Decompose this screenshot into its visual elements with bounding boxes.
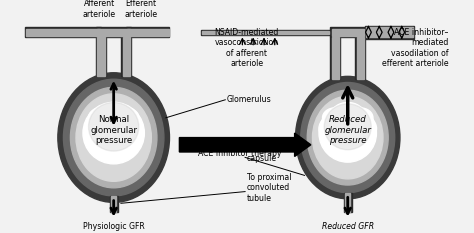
Ellipse shape: [324, 104, 371, 150]
Ellipse shape: [85, 114, 121, 143]
Bar: [202, 31, 329, 34]
Bar: [111, 196, 117, 212]
Bar: [96, 27, 131, 37]
Bar: [98, 29, 130, 36]
Ellipse shape: [94, 121, 134, 154]
Bar: [121, 37, 131, 76]
Bar: [201, 30, 330, 35]
Text: Normal
glomerular
pressure: Normal glomerular pressure: [90, 116, 137, 145]
Bar: [331, 37, 339, 79]
Ellipse shape: [340, 114, 376, 143]
Bar: [98, 37, 105, 75]
Text: NSAID-mediated
vasoconstriction
of afferent
arteriole: NSAID-mediated vasoconstriction of affer…: [215, 28, 279, 68]
Ellipse shape: [328, 121, 367, 154]
Bar: [330, 27, 365, 37]
Bar: [126, 27, 170, 37]
Ellipse shape: [295, 76, 400, 199]
Ellipse shape: [114, 108, 139, 128]
Ellipse shape: [319, 104, 376, 162]
Bar: [357, 37, 364, 79]
Bar: [330, 37, 340, 79]
Ellipse shape: [107, 114, 143, 143]
Ellipse shape: [98, 103, 130, 126]
Bar: [109, 196, 118, 212]
Ellipse shape: [348, 108, 373, 128]
Ellipse shape: [322, 108, 348, 128]
Ellipse shape: [89, 103, 139, 151]
Ellipse shape: [301, 82, 395, 193]
Ellipse shape: [58, 73, 170, 202]
Text: Reduced GFR: Reduced GFR: [322, 222, 374, 231]
Text: Afferent
arteriole: Afferent arteriole: [82, 0, 116, 19]
Text: Efferent
arteriole: Efferent arteriole: [124, 0, 157, 19]
Text: Reduced
glomerular
pressure: Reduced glomerular pressure: [324, 116, 371, 145]
Bar: [127, 29, 169, 36]
Bar: [366, 27, 413, 37]
Bar: [344, 193, 352, 212]
Ellipse shape: [83, 102, 145, 164]
Bar: [345, 193, 350, 212]
Ellipse shape: [319, 114, 355, 143]
Ellipse shape: [76, 94, 151, 181]
Text: Combined NSAID and
ACE inhibitor therapy: Combined NSAID and ACE inhibitor therapy: [198, 139, 282, 158]
Bar: [356, 37, 365, 79]
Bar: [96, 37, 106, 76]
Text: To proximal
convoluted
tubule: To proximal convoluted tubule: [247, 173, 292, 203]
Bar: [27, 29, 100, 36]
Bar: [123, 37, 130, 75]
Bar: [365, 26, 414, 38]
Ellipse shape: [307, 90, 388, 185]
Ellipse shape: [331, 103, 364, 126]
Ellipse shape: [312, 96, 383, 179]
Ellipse shape: [89, 108, 114, 128]
Text: Physiologic GFR: Physiologic GFR: [83, 222, 145, 231]
FancyArrow shape: [179, 133, 311, 157]
Ellipse shape: [71, 87, 157, 188]
Ellipse shape: [99, 118, 128, 139]
Text: Bowman
capsule: Bowman capsule: [247, 144, 281, 164]
Ellipse shape: [333, 118, 362, 139]
Text: ACE inhibitor–
mediated
vasodilation of
efferent arteriole: ACE inhibitor– mediated vasodilation of …: [382, 28, 448, 68]
Bar: [26, 27, 101, 37]
Bar: [331, 29, 364, 36]
Ellipse shape: [64, 79, 164, 196]
Text: Glomerulus: Glomerulus: [227, 95, 272, 104]
